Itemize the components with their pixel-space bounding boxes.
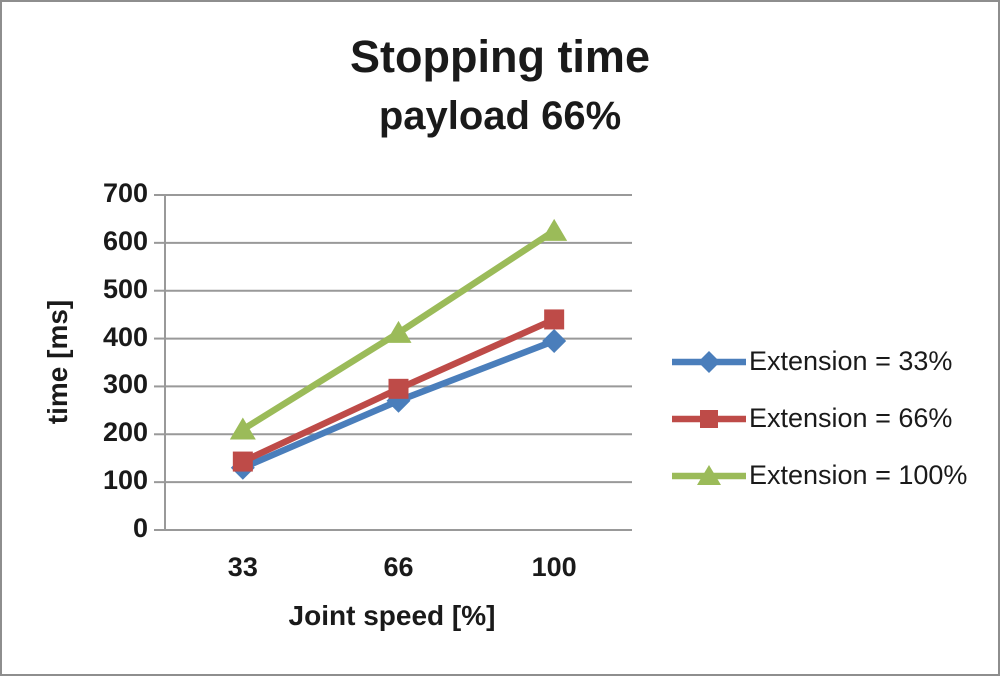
legend: Extension = 33% Extension = 66% Extension … <box>670 333 967 504</box>
chart-subtitle: payload 66% <box>378 94 622 138</box>
data-point-extension-66 <box>544 309 565 330</box>
y-tick-label: 500 <box>102 273 148 304</box>
data-point-extension-66 <box>388 378 409 399</box>
data-point-extension-100 <box>385 320 412 343</box>
diamond-marker-icon <box>672 350 746 373</box>
triangle-marker-icon <box>672 464 746 485</box>
square-marker-icon <box>672 409 746 428</box>
x-tick-label: 100 <box>531 552 577 582</box>
legend-item-extension-33: Extension = 33% <box>670 333 967 390</box>
x-tick-label: 33 <box>227 552 258 582</box>
y-tick-label: 100 <box>102 465 148 496</box>
x-axis-title: Joint speed [%] <box>288 600 496 631</box>
legend-item-extension-66: Extension = 66% <box>670 390 967 447</box>
y-tick-label: 0 <box>132 513 148 543</box>
y-tick-label: 600 <box>102 225 148 256</box>
data-point-extension-66 <box>232 451 253 472</box>
y-tick-label: 700 <box>102 178 148 208</box>
data-point-extension-33 <box>542 328 567 353</box>
legend-label: Extension = 100% <box>749 460 968 490</box>
data-point-extension-100 <box>541 218 568 241</box>
legend-item-extension-100: Extension = 100% <box>670 447 967 504</box>
y-tick-label: 400 <box>102 321 148 352</box>
chart-title: Stopping time <box>350 31 650 82</box>
data-point-extension-100 <box>229 417 256 440</box>
y-tick-label: 300 <box>102 369 148 400</box>
legend-label: Extension = 33% <box>749 346 953 376</box>
legend-label: Extension = 66% <box>749 403 953 433</box>
x-tick-label: 66 <box>383 552 414 582</box>
y-tick-label: 200 <box>102 417 148 448</box>
